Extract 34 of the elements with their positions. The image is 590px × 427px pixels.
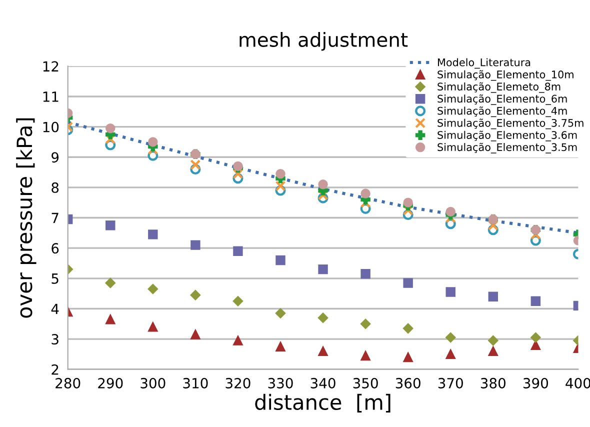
x-tick-label: 380 [480,378,506,388]
legend-label: Simulação_Elemento_4m [438,106,567,118]
legend-label: Simulação_Elemento_3.75m [438,118,584,130]
y-tick-label: 3 [52,334,58,345]
x-tick-label: 280 [56,378,80,388]
y-tick-label: 7 [52,212,58,224]
y-tick-label: 10 [43,122,59,132]
legend-label: Simulação_Elemento_3.5m [438,142,577,154]
y-tick-label: 9 [52,152,59,163]
y-tick-label: 2 [52,364,58,375]
legend-label: Simulação_Elemento_6m [438,94,567,105]
y-tick-label: 6 [52,243,59,254]
y-tick-label: 11 [43,92,58,102]
x-tick-label: 340 [310,378,336,388]
x-tick-label: 290 [98,378,123,388]
x-tick-label: 360 [396,378,420,388]
x-tick-label: 370 [438,378,463,388]
legend-label: Simulação_Elemento_10m [438,70,574,81]
x-tick-label: 310 [183,378,208,388]
y-tick-label: 8 [52,182,59,193]
x-tick-label: 330 [268,378,293,388]
legend-label: Simulação_Elemento_3.6m [438,130,577,142]
x-tick-label: 300 [140,378,166,388]
y-axis-title: over pressure [kPa] [16,118,36,318]
x-axis-title: distance [m] [255,394,390,412]
x-tick-label: 350 [353,378,378,388]
legend-label: Modelo_Literatura [438,58,530,69]
legend-label: Simulação_Elemeto_8m [438,82,560,93]
y-tick-label: 5 [52,274,58,284]
chart-title: mesh adjustment [240,32,408,51]
x-tick-label: 390 [523,378,548,388]
y-tick-label: 4 [51,304,59,314]
x-tick-label: 320 [226,378,250,388]
y-tick-label: 12 [43,61,58,72]
